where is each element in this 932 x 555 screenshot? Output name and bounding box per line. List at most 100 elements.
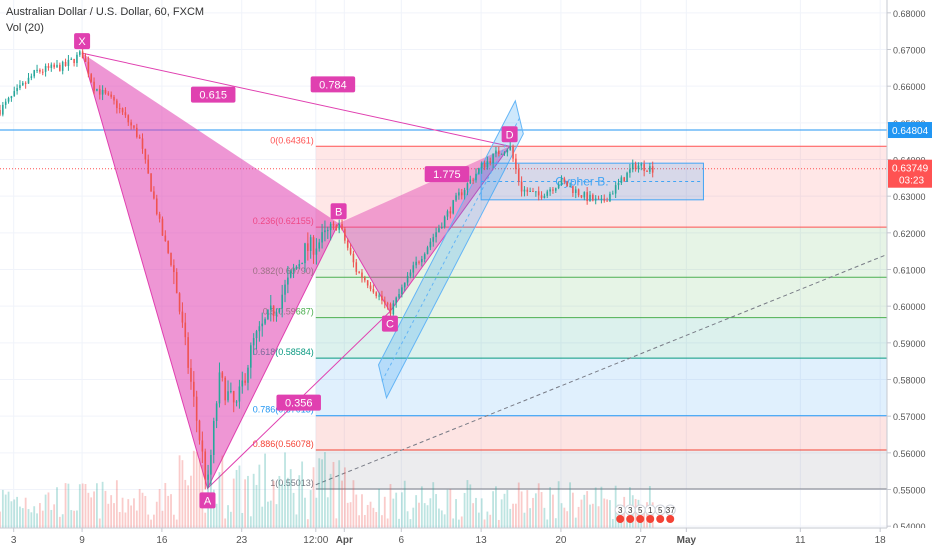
pattern-point-box — [501, 126, 518, 143]
volume-bar — [19, 506, 21, 528]
candle-body — [557, 185, 560, 189]
volume-bar — [369, 501, 372, 528]
candle-body — [326, 230, 329, 232]
volume-bar — [269, 500, 272, 528]
volume-bar — [192, 450, 195, 528]
pattern-point-label: D — [506, 129, 514, 141]
candle-body — [355, 262, 358, 272]
candle-body — [549, 189, 551, 192]
candle-body — [238, 386, 241, 402]
volume-bar — [400, 492, 403, 528]
price-tick-label: 0.61000 — [893, 266, 926, 276]
candle-body — [577, 189, 580, 196]
time-axis: 3 9 16 23 12:00 Apr 6 13 20 27 May 11 18 — [0, 527, 932, 550]
candle-body — [212, 420, 215, 456]
volume-bar — [153, 514, 155, 528]
candle-body — [589, 194, 591, 202]
volume-bar — [512, 503, 514, 528]
time-tick-label: May — [677, 535, 697, 546]
volume-bar — [184, 479, 187, 528]
volume-bar — [58, 516, 61, 528]
pattern-legs — [81, 53, 511, 490]
volume-bar — [292, 492, 295, 528]
fib-zone — [315, 358, 887, 416]
candle-body — [623, 177, 626, 182]
candle-body — [67, 59, 70, 66]
candle-body — [269, 305, 272, 310]
candle-body — [210, 455, 212, 475]
candle-body — [560, 178, 563, 186]
volume-bar — [36, 513, 38, 528]
volume-bar — [392, 498, 395, 528]
candle-body — [164, 235, 167, 242]
candle-body — [247, 367, 249, 383]
candle-body — [193, 381, 195, 397]
candle-body — [201, 440, 204, 452]
volume-bar — [600, 486, 603, 528]
volume-bar — [429, 498, 432, 528]
candle-body — [446, 211, 449, 217]
ratio-label-box — [310, 76, 356, 93]
candle-body — [512, 146, 514, 159]
volume-bar — [130, 505, 133, 528]
candle-body — [252, 338, 255, 346]
volume-bar — [338, 460, 341, 528]
fib-zone — [315, 277, 887, 318]
last-price-tag — [888, 159, 932, 188]
pattern-point-box — [74, 33, 91, 50]
candle-body — [629, 169, 631, 173]
volume-bar — [306, 519, 309, 528]
parallel-channel — [377, 99, 524, 400]
event-flag-icon — [646, 515, 655, 523]
volume-bar — [543, 507, 546, 528]
candle-body — [41, 71, 44, 73]
candle-body — [463, 190, 466, 196]
volume-bar — [81, 483, 84, 528]
volume-bar — [426, 505, 429, 528]
candle-body — [515, 158, 517, 170]
candle-body — [592, 194, 594, 201]
volume-bar — [352, 480, 355, 528]
candle-body — [130, 122, 132, 126]
volume-bar — [537, 483, 540, 528]
volume-bar — [406, 511, 409, 528]
candle-body — [133, 125, 135, 128]
candle-body — [520, 181, 523, 192]
candles — [0, 48, 654, 490]
volume-bar — [30, 512, 33, 528]
candle-body — [79, 51, 81, 55]
candle-body — [30, 76, 33, 78]
volume-bar — [532, 497, 534, 528]
h-level-tag — [888, 122, 932, 139]
candle-body — [232, 391, 235, 403]
volume-bar — [452, 518, 455, 528]
volume-bar — [138, 489, 141, 528]
volume-bar — [554, 518, 557, 528]
candle-body — [230, 391, 232, 393]
volume-bar — [363, 514, 366, 528]
volume-bar — [552, 494, 554, 528]
pattern-point-label: X — [78, 36, 86, 48]
volume-bar — [104, 490, 107, 528]
candle-body — [173, 265, 175, 273]
volume-bar — [232, 478, 235, 528]
candle-body — [93, 81, 95, 91]
candle-body — [281, 294, 283, 309]
candle-body — [460, 192, 463, 196]
pattern-triangle-xab — [82, 53, 339, 489]
volume-bar — [16, 496, 19, 528]
volume-bar — [506, 489, 509, 528]
candle-body — [438, 228, 440, 233]
candle-body — [84, 58, 87, 62]
volume-bar — [412, 507, 415, 528]
candle-body — [284, 284, 286, 295]
candle-body — [600, 198, 603, 200]
event-flag-icon — [626, 515, 635, 523]
candle-body — [537, 191, 540, 196]
candle-body — [113, 96, 115, 101]
candle-body — [53, 64, 55, 68]
volume-bar — [432, 482, 435, 528]
candle-body — [563, 178, 566, 182]
